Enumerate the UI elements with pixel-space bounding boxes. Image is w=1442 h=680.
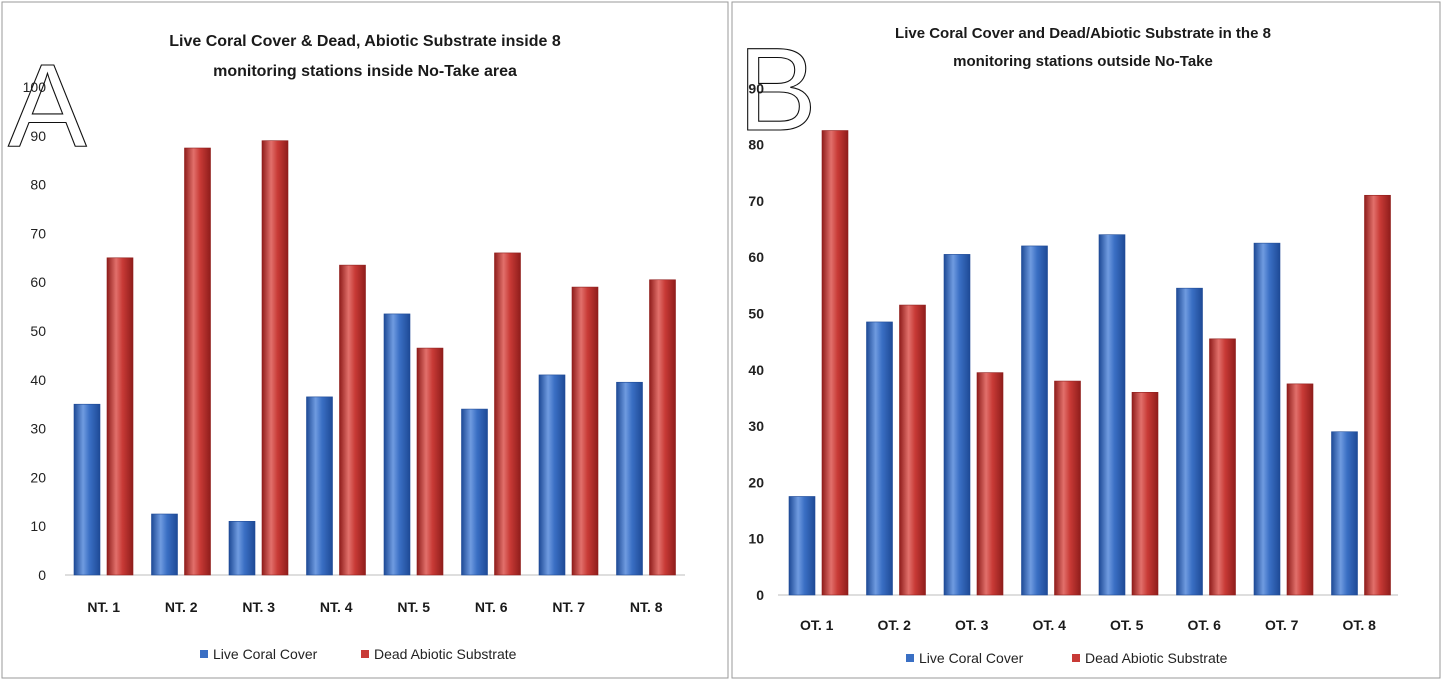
x-tick-label: OT. 7 — [1265, 617, 1299, 633]
y-tick-label: 30 — [748, 418, 764, 434]
legend-swatch — [1072, 654, 1080, 662]
chart-title: monitoring stations outside No-Take — [953, 53, 1213, 70]
y-tick-label: 50 — [748, 306, 764, 322]
x-tick-label: OT. 8 — [1343, 617, 1377, 633]
legend-swatch — [906, 654, 914, 662]
legend-label: Live Coral Cover — [919, 650, 1024, 666]
bar-live-coral — [538, 374, 566, 576]
y-tick-label: 20 — [30, 469, 46, 485]
x-tick-label: NT. 7 — [552, 599, 585, 615]
bar-live-coral — [151, 513, 178, 576]
bar-dead-substrate — [494, 252, 521, 576]
y-tick-label: 70 — [30, 225, 46, 241]
x-tick-label: NT. 1 — [87, 599, 120, 615]
y-tick-label: 90 — [748, 80, 764, 96]
x-tick-label: NT. 8 — [630, 599, 663, 615]
y-tick-label: 0 — [756, 587, 764, 603]
legend-swatch — [361, 650, 369, 658]
chart-panel-b: Live Coral Cover and Dead/Abiotic Substr… — [731, 1, 1441, 679]
bar-live-coral — [788, 496, 816, 596]
bar-dead-substrate — [821, 130, 849, 596]
x-tick-label: OT. 4 — [1033, 617, 1067, 633]
bar-dead-substrate — [106, 257, 134, 576]
bar-live-coral — [1021, 245, 1048, 596]
x-tick-label: OT. 6 — [1188, 617, 1222, 633]
x-tick-label: NT. 3 — [242, 599, 275, 615]
x-tick-label: NT. 5 — [397, 599, 430, 615]
y-tick-label: 40 — [748, 362, 764, 378]
chart-title: monitoring stations inside No-Take area — [213, 63, 517, 80]
y-tick-label: 10 — [30, 518, 46, 534]
x-tick-label: NT. 6 — [475, 599, 508, 615]
legend-label: Dead Abiotic Substrate — [1085, 650, 1228, 666]
bar-live-coral — [1253, 242, 1281, 596]
chart-title: Live Coral Cover & Dead, Abiotic Substra… — [169, 33, 561, 50]
bar-dead-substrate — [416, 347, 444, 576]
bar-dead-substrate — [1209, 338, 1236, 596]
bar-live-coral — [73, 403, 101, 576]
bar-dead-substrate — [339, 264, 366, 576]
bar-live-coral — [383, 313, 411, 576]
bar-dead-substrate — [899, 304, 926, 596]
y-tick-label: 60 — [748, 249, 764, 265]
y-tick-label: 0 — [38, 567, 46, 583]
chart-title: Live Coral Cover and Dead/Abiotic Substr… — [895, 25, 1271, 42]
bar-live-coral — [616, 381, 643, 576]
y-tick-label: 100 — [23, 79, 47, 95]
x-tick-label: OT. 3 — [955, 617, 989, 633]
legend-label: Live Coral Cover — [213, 646, 318, 662]
bar-live-coral — [1331, 431, 1358, 596]
panel-letter: B — [738, 24, 817, 156]
bar-dead-substrate — [1286, 383, 1314, 596]
y-tick-label: 90 — [30, 128, 46, 144]
x-tick-label: OT. 1 — [800, 617, 834, 633]
chart-border — [731, 1, 1441, 679]
bar-dead-substrate — [1131, 392, 1159, 596]
y-tick-label: 80 — [748, 137, 764, 153]
bar-live-coral — [943, 254, 971, 596]
panel-letter: A — [8, 40, 87, 172]
bar-dead-substrate — [261, 140, 289, 576]
bar-live-coral — [306, 396, 333, 576]
bar-dead-substrate — [184, 147, 211, 576]
bar-live-coral — [1176, 287, 1203, 596]
x-tick-label: OT. 5 — [1110, 617, 1144, 633]
bar-live-coral — [1098, 234, 1126, 596]
chart-panel-a: Live Coral Cover & Dead, Abiotic Substra… — [1, 1, 729, 679]
bar-live-coral — [866, 321, 893, 596]
x-tick-label: NT. 2 — [165, 599, 198, 615]
x-tick-label: NT. 4 — [320, 599, 353, 615]
y-tick-label: 50 — [30, 323, 46, 339]
y-tick-label: 80 — [30, 177, 46, 193]
legend-label: Dead Abiotic Substrate — [374, 646, 517, 662]
y-tick-label: 60 — [30, 274, 46, 290]
bar-dead-substrate — [571, 286, 599, 576]
bar-live-coral — [461, 408, 488, 576]
y-tick-label: 40 — [30, 372, 46, 388]
y-tick-label: 10 — [748, 531, 764, 547]
y-tick-label: 20 — [748, 474, 764, 490]
x-tick-label: OT. 2 — [878, 617, 912, 633]
bar-dead-substrate — [649, 279, 676, 576]
y-tick-label: 70 — [748, 193, 764, 209]
y-tick-label: 30 — [30, 421, 46, 437]
bar-dead-substrate — [1364, 194, 1391, 596]
bar-live-coral — [228, 521, 256, 576]
bar-dead-substrate — [976, 372, 1004, 596]
bar-dead-substrate — [1054, 380, 1081, 596]
legend-swatch — [200, 650, 208, 658]
